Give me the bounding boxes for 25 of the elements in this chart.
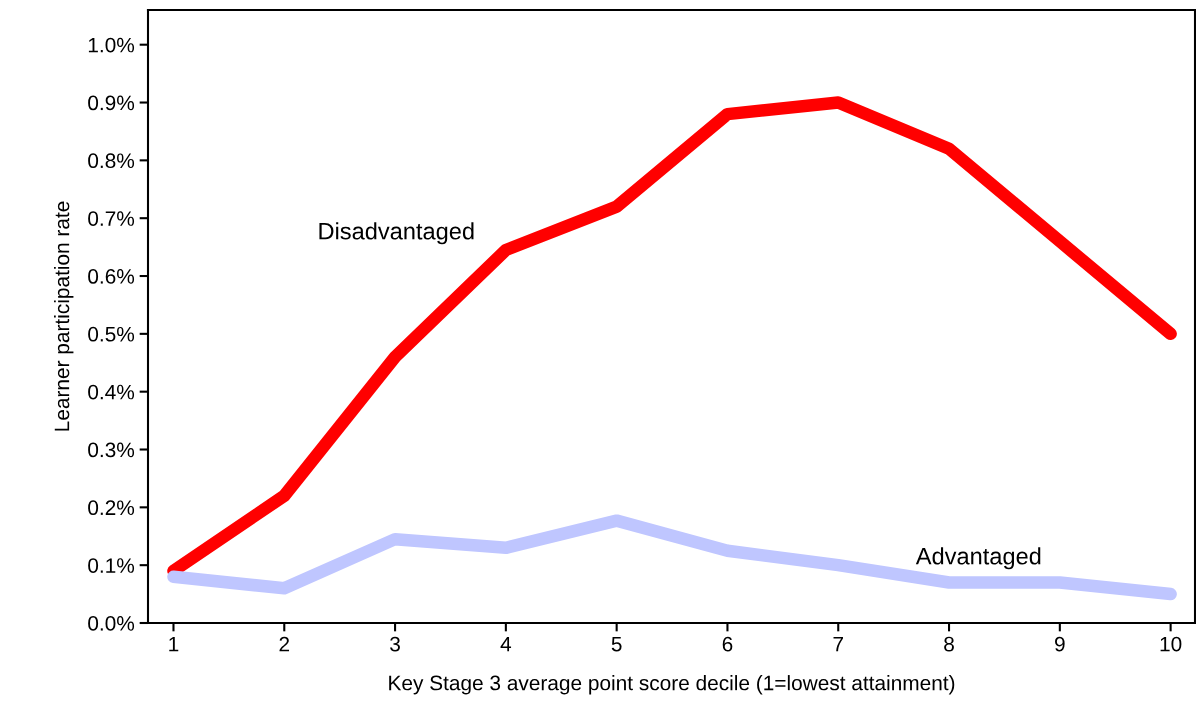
y-tick-label: 0.7% (88, 211, 135, 226)
x-tick-label: 9 (1055, 636, 1065, 652)
series-label: Advantaged (915, 547, 1041, 570)
y-tick-label: 0.4% (88, 384, 135, 400)
y-tick-label: 0.6% (88, 269, 135, 284)
y-tick-label: 0.0% (88, 616, 135, 631)
x-tick-label: 8 (944, 636, 954, 652)
x-tick-label: 10 (1160, 636, 1182, 652)
y-tick-label: 0.5% (88, 326, 135, 342)
series-label: Disadvantaged (319, 222, 474, 245)
y-tick-label: 0.1% (88, 558, 135, 573)
x-tick-label: 1 (169, 636, 179, 652)
y-tick-label: 0.8% (88, 153, 135, 169)
y-tick-label: 0.2% (88, 500, 135, 516)
x-tick-label: 6 (722, 636, 733, 652)
y-tick-label: 0.9% (88, 95, 135, 111)
x-tick-label: 5 (611, 636, 622, 652)
y-axis-title: Learner participation rate (54, 201, 74, 431)
x-tick-label: 2 (279, 636, 290, 652)
x-tick-label: 4 (500, 636, 512, 652)
y-tick-label: 0.3% (88, 442, 135, 458)
x-axis-title: Key Stage 3 average point score decile (1=lowest attainment) (389, 675, 955, 695)
x-tick-label: 3 (390, 636, 400, 652)
x-tick-label: 7 (833, 636, 843, 652)
y-tick-label: 1.0% (88, 37, 135, 53)
